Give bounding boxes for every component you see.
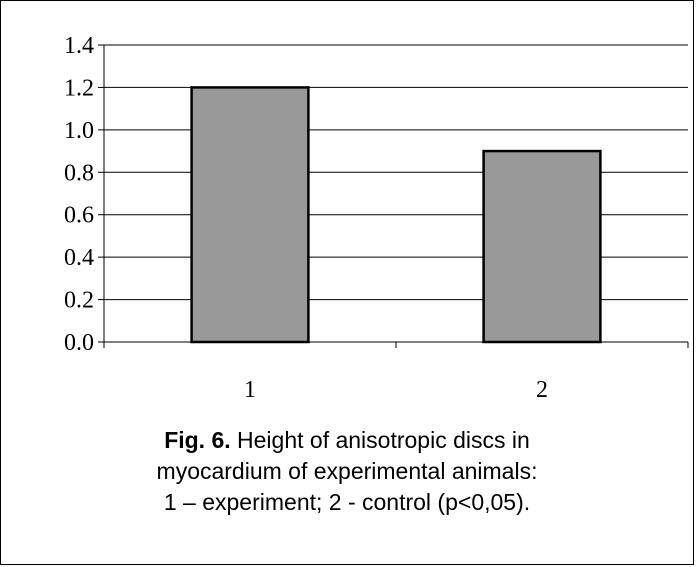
- bars: [190, 86, 602, 344]
- caption-line-1: Fig. 6. Height of anisotropic discs in: [0, 425, 694, 456]
- y-tick-label: 0.0: [64, 330, 94, 356]
- y-tick-label: 0.4: [64, 245, 94, 271]
- figure-caption: Fig. 6. Height of anisotropic discs in m…: [0, 425, 694, 518]
- y-tick-label: 0.2: [64, 288, 94, 314]
- y-tick-label: 1.2: [64, 75, 94, 101]
- bar-1: [190, 86, 310, 344]
- x-tick-label: 2: [536, 377, 548, 403]
- y-tick-label: 0.8: [64, 160, 94, 186]
- y-tick-labels: 0.0 0.2 0.4 0.6 0.8 1.0 1.2 1.4: [64, 33, 94, 356]
- caption-text-1: Height of anisotropic discs in: [230, 427, 530, 453]
- caption-line-3: 1 – experiment; 2 - control (p<0,05).: [163, 489, 531, 515]
- bar-2: [482, 149, 602, 344]
- y-tick-label: 1.4: [64, 33, 94, 59]
- y-tick-label: 0.6: [64, 203, 94, 229]
- x-tick-label: 1: [244, 377, 256, 403]
- y-tick-label: 1.0: [64, 118, 94, 144]
- caption-line-2: myocardium of experimental animals:: [156, 458, 538, 484]
- caption-label: Fig. 6.: [164, 427, 231, 453]
